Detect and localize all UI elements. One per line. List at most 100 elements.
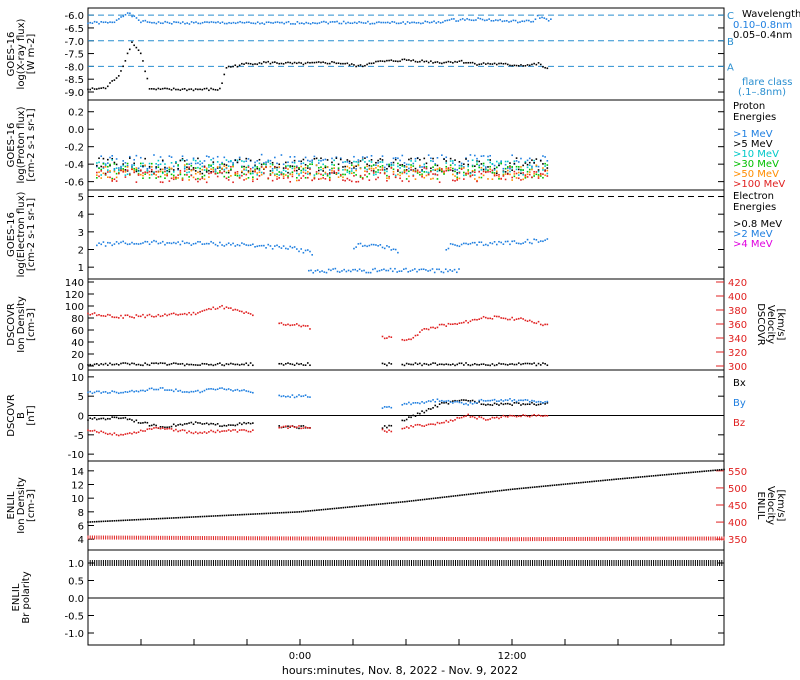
data-point (234, 308, 237, 311)
data-point (423, 60, 426, 63)
data-point (340, 507, 342, 509)
data-point (214, 388, 217, 391)
data-point (524, 177, 527, 179)
data-point (537, 362, 540, 365)
data-point (423, 171, 426, 173)
data-point (188, 168, 190, 170)
y-tick-label: 4 (78, 210, 84, 221)
data-point (551, 484, 554, 487)
data-point (201, 515, 204, 518)
data-point (526, 403, 529, 405)
data-point (544, 156, 546, 158)
data-point (252, 176, 254, 179)
data-point (129, 12, 131, 15)
data-point (520, 487, 523, 490)
data-point (289, 172, 292, 175)
data-point (509, 363, 511, 365)
series->10 MeV (96, 159, 549, 177)
data-point (416, 334, 419, 336)
data-point (254, 63, 256, 65)
data-point (126, 391, 129, 393)
data-point (249, 391, 252, 393)
data-point (263, 244, 265, 247)
data-point (448, 495, 450, 498)
series->1 MeV (96, 153, 549, 171)
data-point (381, 428, 384, 431)
data-point (397, 170, 399, 172)
data-point (436, 421, 439, 424)
data-point (91, 521, 94, 523)
data-point (515, 177, 518, 179)
data-point (111, 159, 114, 161)
data-point (144, 171, 146, 173)
data-point (403, 402, 406, 405)
data-point (542, 65, 544, 68)
data-point (384, 21, 387, 24)
data-point (245, 173, 248, 176)
data-point (212, 364, 215, 367)
data-point (542, 176, 544, 179)
data-point (258, 512, 261, 515)
data-point (208, 166, 210, 168)
data-point (236, 514, 239, 516)
data-point (100, 314, 102, 317)
right-y-tick-label: 500 (728, 484, 747, 495)
data-point (303, 23, 305, 25)
data-point (471, 164, 474, 167)
data-point (342, 62, 344, 65)
data-point (225, 363, 228, 365)
data-point (133, 158, 135, 161)
data-point (96, 174, 98, 176)
data-point (217, 515, 219, 517)
data-point (250, 513, 252, 516)
data-point (386, 168, 388, 170)
data-point (463, 415, 465, 418)
data-point (205, 87, 208, 90)
data-point (104, 87, 107, 90)
data-point (427, 423, 430, 426)
data-point (524, 319, 527, 322)
data-point (526, 362, 529, 365)
data-point (685, 472, 688, 474)
data-point (170, 425, 173, 428)
data-point (137, 390, 140, 393)
data-point (458, 172, 461, 174)
data-point (274, 156, 276, 159)
data-point (280, 247, 283, 249)
data-point (216, 429, 219, 432)
data-point (334, 21, 336, 23)
data-point (423, 362, 426, 365)
data-point (109, 432, 111, 435)
data-point (172, 176, 175, 179)
data-point (478, 170, 481, 173)
data-point (443, 496, 446, 498)
data-point (87, 88, 89, 91)
data-point (304, 426, 307, 428)
data-point (412, 499, 415, 502)
data-point (511, 64, 513, 67)
data-point (144, 173, 146, 175)
data-point (471, 415, 474, 418)
data-point (181, 313, 184, 316)
data-point (241, 423, 243, 426)
data-point (181, 240, 184, 243)
data-point (517, 362, 520, 364)
data-point (400, 270, 403, 272)
data-point (432, 423, 434, 426)
data-point (203, 160, 206, 162)
data-point (245, 169, 248, 171)
data-point (219, 22, 222, 24)
data-point (539, 172, 542, 175)
data-point (142, 313, 144, 316)
data-point (350, 180, 353, 183)
data-point (223, 175, 226, 178)
data-point (336, 20, 338, 23)
data-point (522, 173, 524, 176)
data-point (115, 519, 118, 522)
data-point (679, 472, 681, 475)
data-point (423, 167, 426, 169)
data-point (325, 21, 327, 24)
data-point (401, 427, 404, 430)
data-point (190, 162, 193, 165)
data-point (504, 62, 507, 65)
